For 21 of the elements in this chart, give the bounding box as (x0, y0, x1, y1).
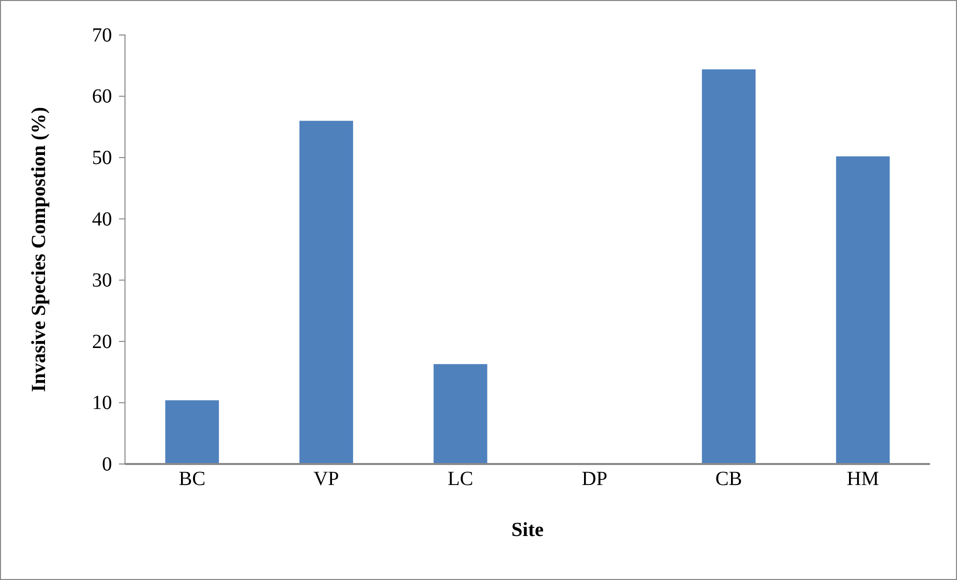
y-tick-label: 50 (92, 146, 112, 169)
y-tick-label: 70 (92, 24, 112, 46)
bar (702, 69, 756, 464)
bar (836, 156, 890, 464)
y-axis-title: Invasive Species Compostion (%) (28, 106, 50, 392)
bar (434, 364, 488, 464)
x-axis-title: Site (511, 519, 544, 541)
x-tick-label: BC (178, 468, 206, 490)
y-tick-label: 30 (92, 270, 112, 292)
y-tick-label: 40 (92, 208, 112, 230)
y-tick-label: 10 (92, 392, 112, 414)
y-tick-label: 60 (92, 86, 112, 108)
x-tick-label: CB (715, 468, 742, 490)
x-tick-label: HM (846, 468, 880, 490)
y-tick-label: 20 (92, 330, 112, 353)
x-tick-label: VP (313, 468, 340, 490)
x-tick-label: LC (448, 468, 474, 490)
bar (165, 400, 219, 464)
x-tick-label: DP (582, 468, 608, 490)
y-tick-label: 0 (102, 453, 112, 476)
bar (299, 120, 354, 464)
